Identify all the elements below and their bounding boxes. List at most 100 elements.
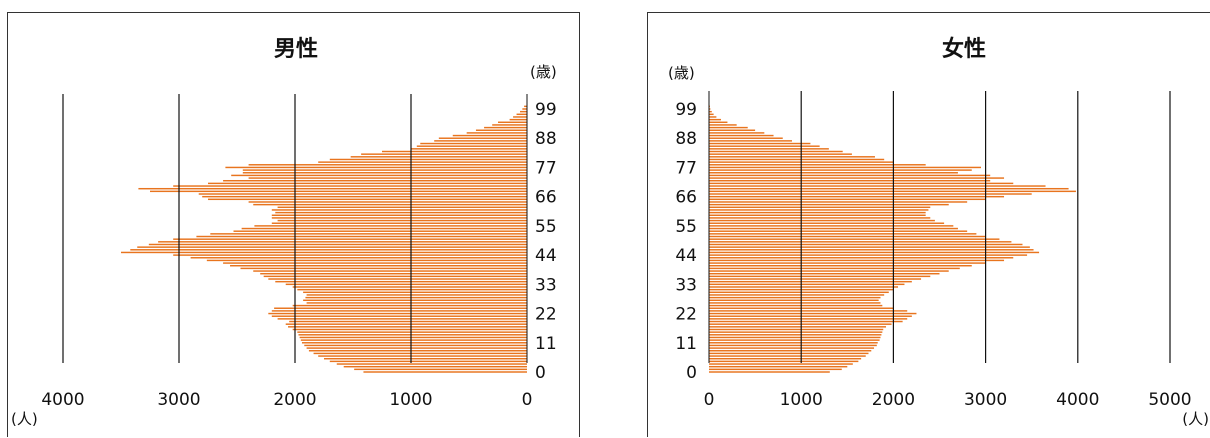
- y-tick-label: 66: [535, 188, 557, 208]
- bar-age-64: [709, 201, 968, 203]
- y-axis-label: (歳): [668, 64, 695, 82]
- y-tick-label: 66: [675, 188, 697, 208]
- bar-age-44: [709, 254, 1028, 256]
- bar-age-57: [709, 219, 935, 222]
- bar-age-30: [709, 291, 889, 294]
- bar-age-43: [709, 257, 1014, 259]
- bar-age-85: [416, 145, 527, 147]
- bar-age-15: [297, 331, 527, 333]
- bar-age-56: [709, 222, 945, 224]
- bar-age-39: [240, 267, 528, 270]
- bar-age-46: [130, 249, 527, 251]
- bar-age-73: [248, 177, 527, 179]
- bar-age-17: [288, 326, 527, 328]
- bar-age-37: [260, 272, 527, 275]
- bar-age-40: [230, 265, 528, 267]
- bar-age-40: [709, 265, 972, 267]
- y-tick-label: 0: [535, 363, 546, 383]
- bar-age-20: [709, 318, 908, 320]
- bar-age-15: [709, 331, 883, 333]
- x-tick-label: 2000: [872, 390, 915, 410]
- bar-age-24: [274, 307, 527, 309]
- y-tick-label: 33: [675, 275, 697, 295]
- bar-age-90: [709, 132, 765, 134]
- bar-age-47: [137, 246, 528, 248]
- bar-age-45: [121, 251, 527, 254]
- female-population-chart: 女性 0 1000 2000 3000 4000 5000 0 11 22 33 44 55 66 77 88…: [668, 36, 1209, 428]
- bar-age-72: [223, 179, 527, 182]
- bar-age-81: [350, 156, 527, 158]
- bar-age-9: [709, 347, 875, 349]
- bar-age-54: [241, 227, 527, 230]
- y-tick-label: 88: [675, 129, 697, 149]
- bar-age-79: [318, 161, 527, 163]
- bar-age-36: [263, 275, 527, 278]
- y-tick-label: 55: [675, 217, 697, 237]
- bar-age-28: [709, 296, 881, 299]
- bar-age-93: [492, 124, 527, 126]
- bar-age-48: [709, 243, 1023, 246]
- y-tick-label: 77: [675, 158, 697, 178]
- bar-age-99: [522, 108, 527, 110]
- bar-age-98: [709, 110, 712, 113]
- bar-age-57: [277, 219, 527, 222]
- bar-age-52: [210, 233, 527, 235]
- bar-age-89: [452, 134, 527, 137]
- bar-age-6: [318, 355, 527, 357]
- bar-age-47: [709, 246, 1030, 248]
- bar-age-67: [198, 193, 527, 195]
- bar-age-2: [343, 365, 527, 368]
- bar-age-41: [223, 262, 527, 264]
- bar-age-84: [411, 148, 527, 150]
- bar-age-42: [709, 259, 1005, 262]
- bar-age-38: [253, 270, 528, 272]
- bar-age-25: [292, 304, 527, 307]
- bar-age-59: [271, 214, 527, 216]
- bar-age-78: [248, 164, 527, 166]
- bar-age-25: [709, 304, 883, 307]
- bar-age-2: [709, 365, 848, 368]
- bar-age-22: [268, 312, 527, 315]
- bar-age-53: [709, 230, 968, 232]
- bar-age-74: [231, 174, 527, 177]
- bar-age-33: [709, 283, 905, 286]
- bar-age-13: [299, 336, 527, 339]
- bar-age-96: [709, 116, 717, 118]
- bar-age-80: [329, 158, 527, 161]
- bar-age-19: [709, 320, 903, 323]
- bar-age-72: [709, 179, 991, 182]
- bar-age-23: [271, 310, 527, 312]
- bar-age-81: [709, 156, 875, 158]
- bar-age-58: [271, 217, 527, 219]
- bar-age-50: [709, 238, 1000, 240]
- bar-age-22: [709, 312, 917, 315]
- bar-age-44: [173, 254, 527, 256]
- bar-age-18: [285, 323, 527, 325]
- bar-age-75: [709, 172, 958, 174]
- bar-age-32: [709, 286, 899, 288]
- bar-age-82: [709, 153, 852, 155]
- bar-age-55: [254, 225, 527, 227]
- bar-age-74: [709, 174, 991, 177]
- bar-age-58: [709, 217, 931, 219]
- bar-age-23: [709, 310, 908, 312]
- bar-age-4: [329, 360, 527, 363]
- bar-age-95: [709, 118, 721, 121]
- bar-age-77: [709, 166, 981, 169]
- bar-age-84: [709, 148, 829, 150]
- x-tick-label: 5000: [1148, 390, 1191, 410]
- bar-age-34: [275, 280, 527, 283]
- bar-age-61: [271, 209, 527, 211]
- bar-age-62: [277, 206, 527, 209]
- y-tick-label: 33: [535, 275, 557, 295]
- y-tick-label: 11: [535, 334, 557, 354]
- bar-age-16: [709, 328, 884, 331]
- bar-age-70: [173, 185, 527, 187]
- bar-age-17: [709, 326, 887, 328]
- y-tick-label: 44: [675, 246, 697, 266]
- bar-age-92: [484, 126, 527, 129]
- bar-age-26: [306, 302, 527, 304]
- bar-age-76: [242, 169, 528, 171]
- bar-age-55: [709, 225, 954, 227]
- x-axis-label: (人): [11, 410, 38, 428]
